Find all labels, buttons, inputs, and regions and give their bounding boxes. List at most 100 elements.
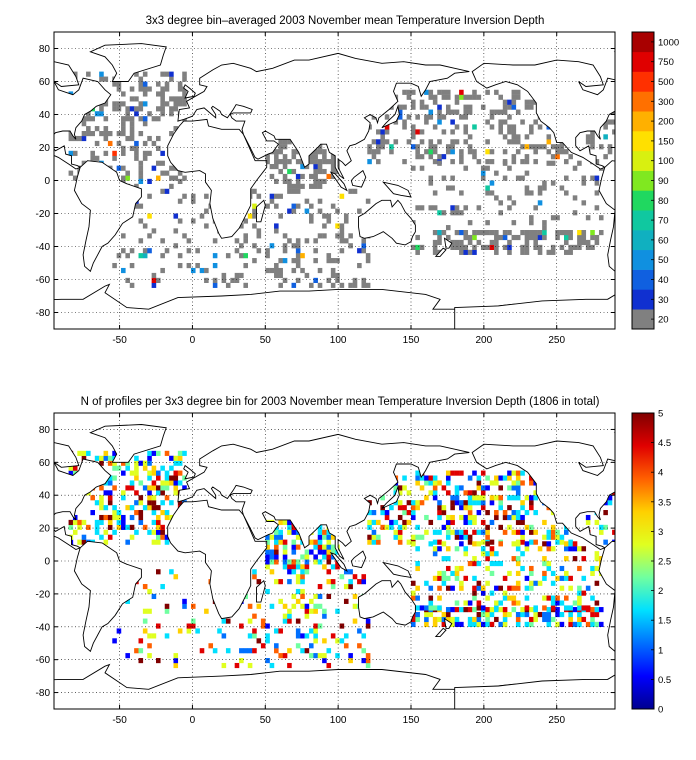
data-bin: [581, 590, 587, 596]
data-bin: [494, 585, 499, 591]
data-bin: [480, 546, 486, 552]
data-bin: [428, 541, 434, 547]
data-bin: [411, 124, 416, 130]
data-bin: [177, 101, 183, 107]
data-bin: [520, 505, 525, 511]
data-bin: [603, 124, 608, 130]
data-bin: [147, 86, 152, 92]
data-bin: [265, 633, 270, 639]
data-bin: [287, 519, 292, 526]
data-bin: [72, 150, 78, 156]
data-bin: [489, 109, 495, 115]
data-bin: [494, 195, 499, 201]
data-bin: [411, 99, 416, 105]
data-bin: [247, 618, 253, 624]
data-bin: [116, 514, 122, 521]
data-bin: [467, 475, 473, 481]
colorbar-tick-label: 5: [658, 409, 663, 420]
data-bin: [186, 623, 192, 629]
data-bin: [463, 109, 469, 115]
data-bin: [160, 96, 165, 102]
data-bin: [247, 603, 253, 609]
data-bin: [335, 608, 340, 614]
data-bin: [472, 590, 477, 596]
data-bin: [498, 234, 503, 241]
data-bin: [169, 106, 174, 112]
data-bin: [445, 611, 451, 618]
data-bin: [581, 556, 587, 562]
data-bin: [612, 119, 615, 125]
data-bin: [247, 648, 253, 654]
data-bin: [134, 460, 139, 466]
data-bin: [234, 662, 240, 669]
data-bin: [437, 160, 442, 166]
data-bin: [125, 524, 130, 530]
data-bin: [450, 109, 455, 115]
data-bin: [450, 175, 455, 181]
data-bin: [269, 164, 275, 170]
data-bin: [282, 539, 288, 545]
data-bin: [177, 170, 183, 176]
data-bin: [282, 277, 288, 283]
data-bin: [511, 510, 517, 516]
data-bin: [300, 564, 305, 570]
data-bin: [282, 243, 288, 249]
data-bin: [330, 554, 336, 560]
data-bin: [590, 234, 595, 241]
data-bin: [239, 243, 244, 249]
data-bin: [445, 94, 451, 100]
data-bin: [511, 159, 517, 165]
data-bin: [330, 282, 336, 288]
data-bin: [129, 116, 135, 122]
data-bin: [317, 233, 323, 239]
data-bin: [151, 593, 157, 600]
data-bin: [125, 116, 130, 122]
data-bin: [432, 539, 438, 545]
data-bin: [437, 210, 442, 216]
data-bin: [463, 230, 469, 236]
data-bin: [182, 76, 187, 82]
data-bin: [352, 188, 358, 194]
data-bin: [269, 662, 275, 669]
data-bin: [454, 621, 460, 627]
data-bin: [411, 134, 416, 140]
colorbar-swatch: [632, 249, 654, 270]
data-bin: [480, 605, 486, 611]
data-bin: [371, 534, 377, 540]
data-bin: [173, 574, 179, 580]
data-bin: [520, 519, 525, 526]
data-bin: [252, 243, 257, 249]
data-bin: [476, 205, 482, 211]
data-bin: [507, 244, 512, 250]
data-bin: [441, 114, 447, 120]
data-bin: [177, 263, 183, 269]
data-bin: [77, 524, 82, 530]
data-bin: [467, 607, 473, 613]
data-bin: [177, 628, 183, 634]
data-bin: [173, 480, 179, 486]
data-bin: [352, 277, 358, 283]
data-bin: [515, 556, 521, 562]
data-bin: [450, 519, 455, 526]
data-bin: [463, 490, 469, 496]
data-bin: [282, 173, 288, 180]
data-bin: [529, 524, 534, 530]
data-bin: [348, 584, 353, 590]
data-bin: [190, 267, 196, 274]
data-bin: [511, 585, 517, 591]
data-bin: [577, 590, 582, 596]
data-bin: [389, 505, 394, 511]
data-bin: [112, 81, 117, 87]
y-tick-label: -40: [36, 622, 51, 633]
data-bin: [121, 267, 126, 274]
data-bin: [459, 114, 464, 120]
data-bin: [186, 628, 192, 634]
data-bin: [278, 529, 283, 535]
data-bin: [463, 124, 469, 130]
data-bin: [86, 524, 91, 530]
data-bin: [459, 541, 464, 547]
data-bin: [371, 539, 377, 545]
data-bin: [472, 495, 477, 501]
data-bin: [151, 539, 157, 545]
data-bin: [424, 475, 429, 481]
